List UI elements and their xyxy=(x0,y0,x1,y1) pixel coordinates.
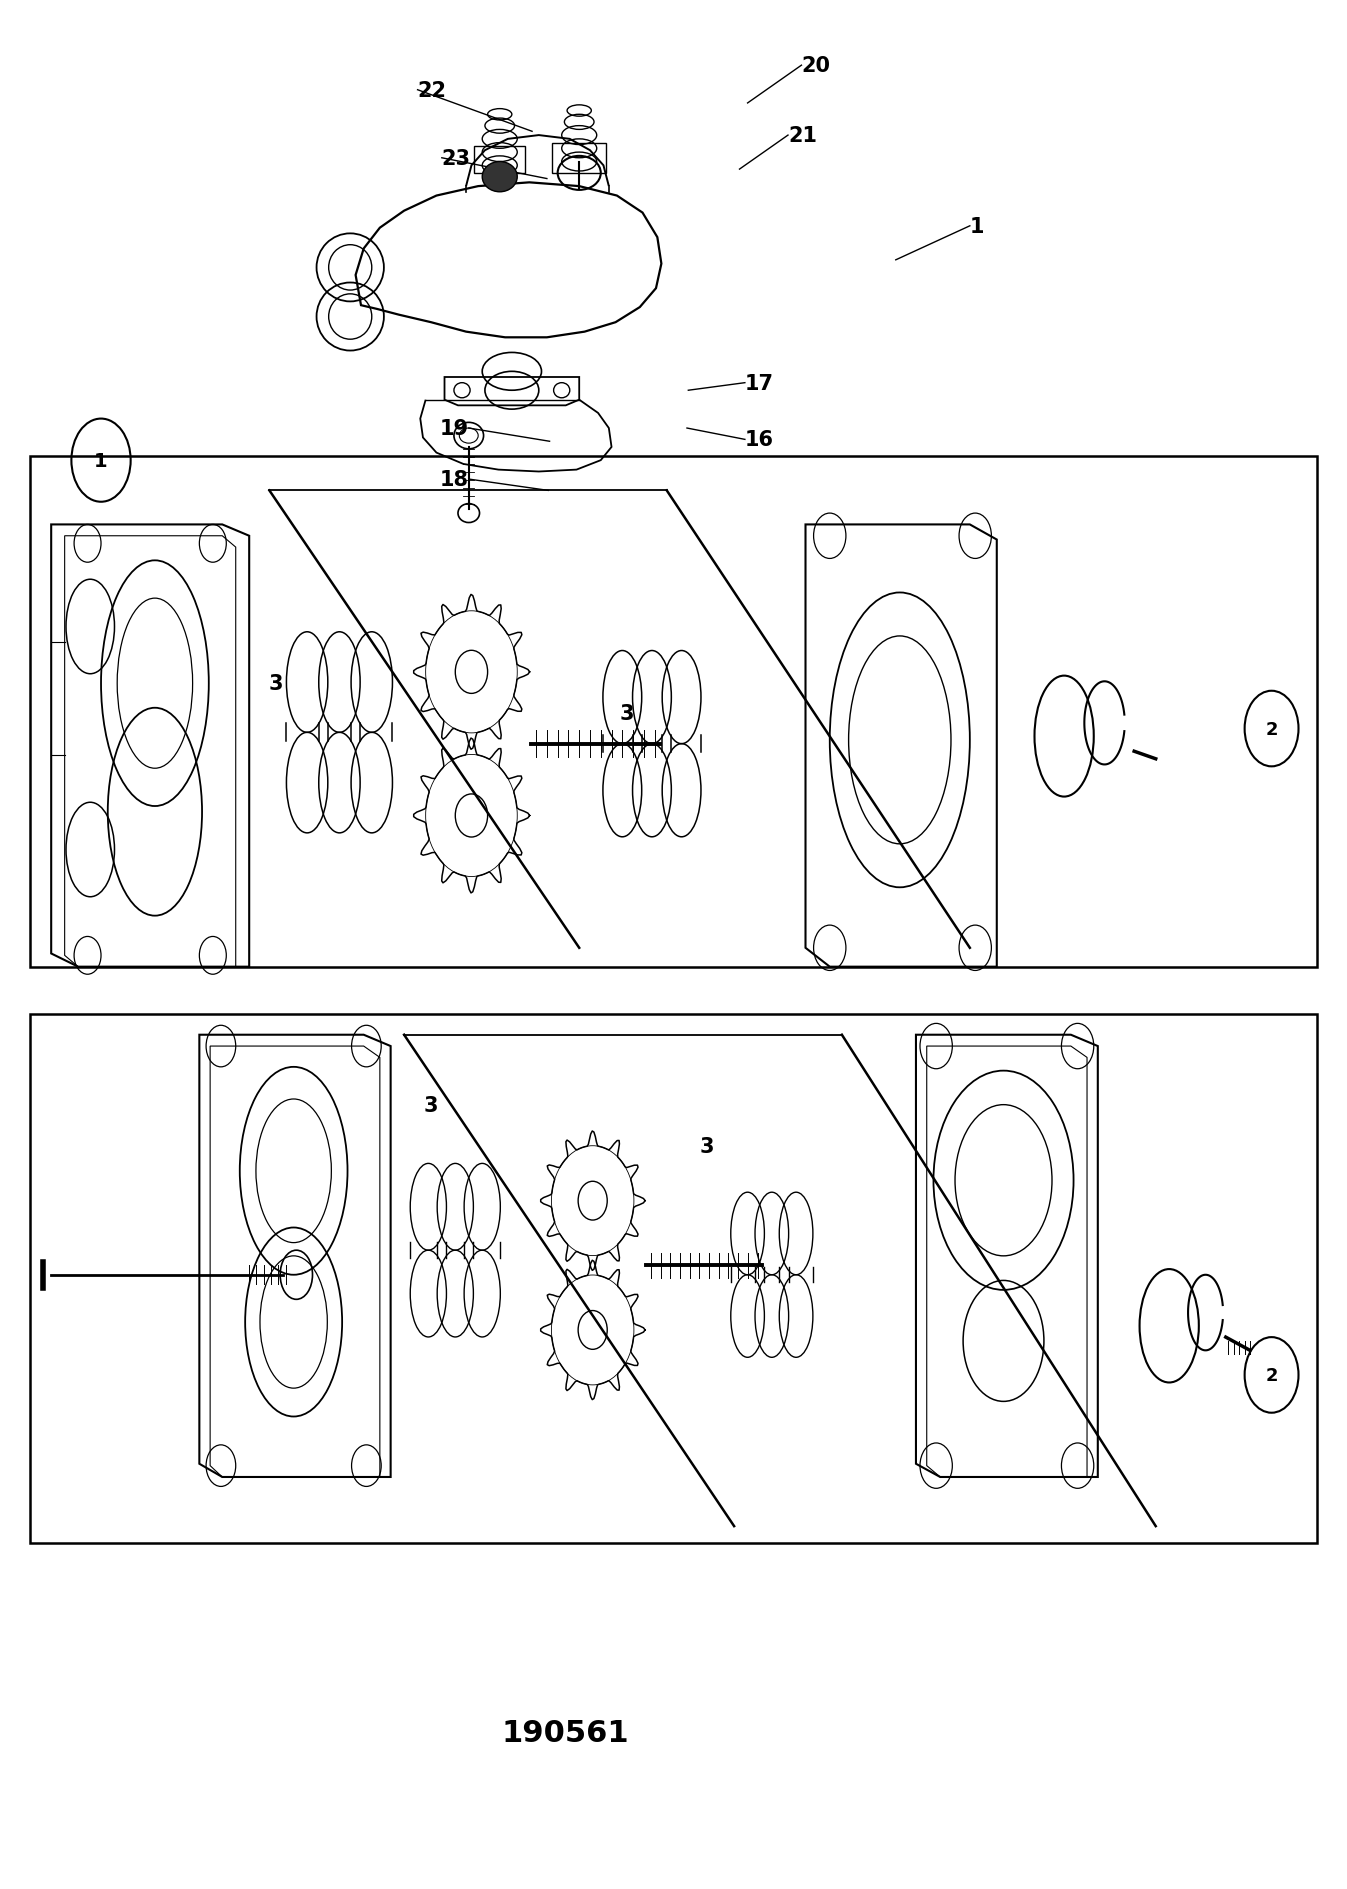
Text: 1: 1 xyxy=(970,217,985,236)
Text: 17: 17 xyxy=(745,374,775,393)
Text: 22: 22 xyxy=(418,81,447,100)
Text: 2: 2 xyxy=(1265,1366,1278,1385)
Text: 18: 18 xyxy=(439,470,469,489)
Text: 20: 20 xyxy=(801,57,831,76)
Text: 190561: 190561 xyxy=(502,1717,629,1747)
Text: 23: 23 xyxy=(442,149,471,168)
Text: 16: 16 xyxy=(745,431,775,450)
Text: 3: 3 xyxy=(424,1096,438,1115)
Text: 2: 2 xyxy=(1265,720,1278,739)
Text: 3: 3 xyxy=(269,674,283,693)
Text: 1: 1 xyxy=(94,451,108,470)
Ellipse shape xyxy=(482,162,517,193)
Text: 21: 21 xyxy=(788,127,818,145)
Text: 3: 3 xyxy=(620,705,633,723)
Text: 3: 3 xyxy=(700,1137,714,1156)
Text: 19: 19 xyxy=(439,419,469,438)
